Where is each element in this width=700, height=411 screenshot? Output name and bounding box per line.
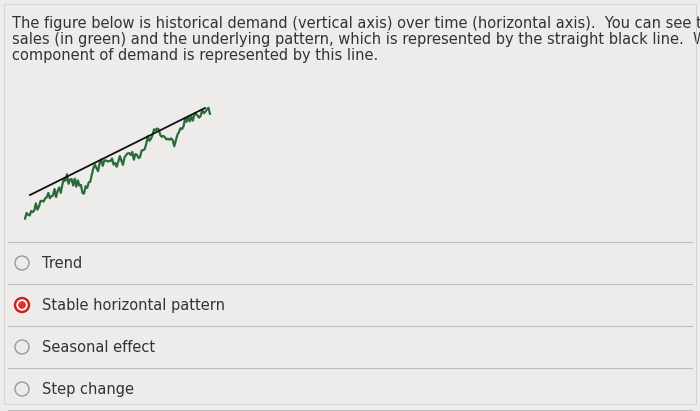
Text: The figure below is historical demand (vertical axis) over time (horizontal axis: The figure below is historical demand (v… [12,16,700,31]
Circle shape [19,302,25,308]
Text: component of demand is represented by this line.: component of demand is represented by th… [12,48,378,63]
Text: Step change: Step change [42,381,134,397]
Text: Trend: Trend [42,256,83,270]
Text: Stable horizontal pattern: Stable horizontal pattern [42,298,225,312]
Text: sales (in green) and the underlying pattern, which is represented by the straigh: sales (in green) and the underlying patt… [12,32,700,47]
Text: Seasonal effect: Seasonal effect [42,339,155,355]
Circle shape [15,298,29,312]
Circle shape [17,300,27,310]
